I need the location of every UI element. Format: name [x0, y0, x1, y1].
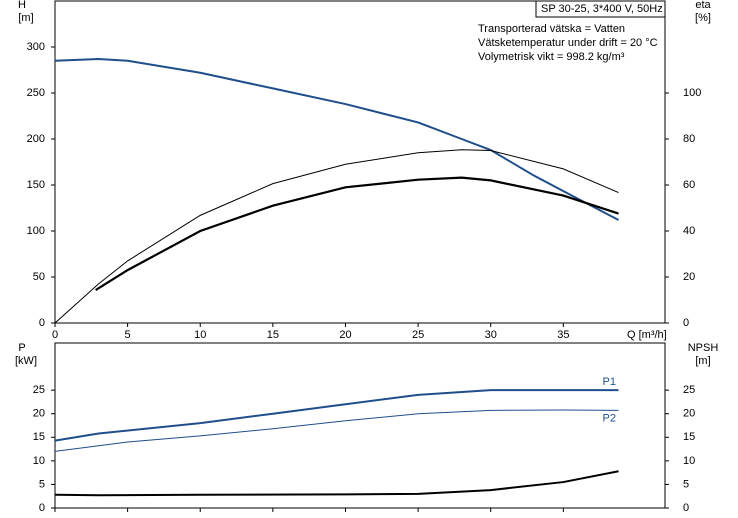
curve: [54, 409, 619, 452]
y2-tick-label: 5: [683, 478, 689, 490]
annotation: Volymetrisk vikt = 998.2 kg/m³: [478, 51, 625, 63]
x-tick-label: 20: [339, 329, 351, 341]
y2-label: NPSH: [688, 342, 719, 354]
x-tick-label: 0: [52, 329, 58, 341]
y-tick-label: 200: [27, 133, 45, 145]
y2-unit: [m]: [695, 355, 710, 367]
chart-title: SP 30-25, 3*400 V, 50Hz: [541, 3, 663, 15]
curve: [95, 176, 619, 292]
curve: [54, 389, 619, 442]
x-tick-label: 5: [125, 329, 131, 341]
x-tick-label: 10: [194, 329, 206, 341]
x-tick-label: 15: [267, 329, 279, 341]
y2-tick-label: 0: [683, 317, 689, 329]
annotation: Vätsketemperatur under drift = 20 °C: [478, 37, 658, 49]
x-label: Q [m³/h]: [627, 329, 667, 341]
plot-frame: [54, 342, 666, 509]
y2-label: eta: [695, 0, 711, 11]
y2-unit: [%]: [695, 12, 711, 24]
y-tick-label: 15: [33, 431, 45, 443]
y-tick-label: 300: [27, 41, 45, 53]
y-tick-label: 50: [33, 271, 45, 283]
y-tick-label: 100: [27, 225, 45, 237]
plot-frame: [54, 0, 666, 324]
annotation: Transporterad vätska = Vatten: [478, 23, 625, 35]
y-tick-label: 0: [39, 317, 45, 329]
y-unit: [kW]: [15, 355, 37, 367]
y-tick-label: 5: [39, 478, 45, 490]
y-tick-label: 20: [33, 408, 45, 420]
y2-tick-label: 60: [683, 179, 695, 191]
y-label: H: [18, 0, 26, 11]
curve: [54, 57, 619, 221]
x-tick-label: 30: [485, 329, 497, 341]
x-tick-label: 35: [557, 329, 569, 341]
y2-tick-label: 100: [683, 87, 701, 99]
y-tick-label: 250: [27, 87, 45, 99]
curve: [54, 470, 619, 497]
y2-tick-label: 40: [683, 225, 695, 237]
curve: [54, 149, 619, 324]
y-label: P: [18, 342, 25, 354]
series-label: P2: [603, 412, 616, 424]
y-tick-label: 10: [33, 455, 45, 467]
y2-tick-label: 20: [683, 271, 695, 283]
title-box: [535, 0, 666, 18]
y2-tick-label: 10: [683, 455, 695, 467]
y2-tick-label: 80: [683, 133, 695, 145]
y2-tick-label: 25: [683, 384, 695, 396]
y-tick-label: 25: [33, 384, 45, 396]
y2-tick-label: 15: [683, 431, 695, 443]
y2-tick-label: 20: [683, 408, 695, 420]
series-label: P1: [603, 376, 616, 388]
x-tick-label: 25: [412, 329, 424, 341]
y-unit: [m]: [18, 12, 33, 24]
y-tick-label: 0: [39, 502, 45, 514]
y2-tick-label: 0: [683, 502, 689, 514]
y-tick-label: 150: [27, 179, 45, 191]
